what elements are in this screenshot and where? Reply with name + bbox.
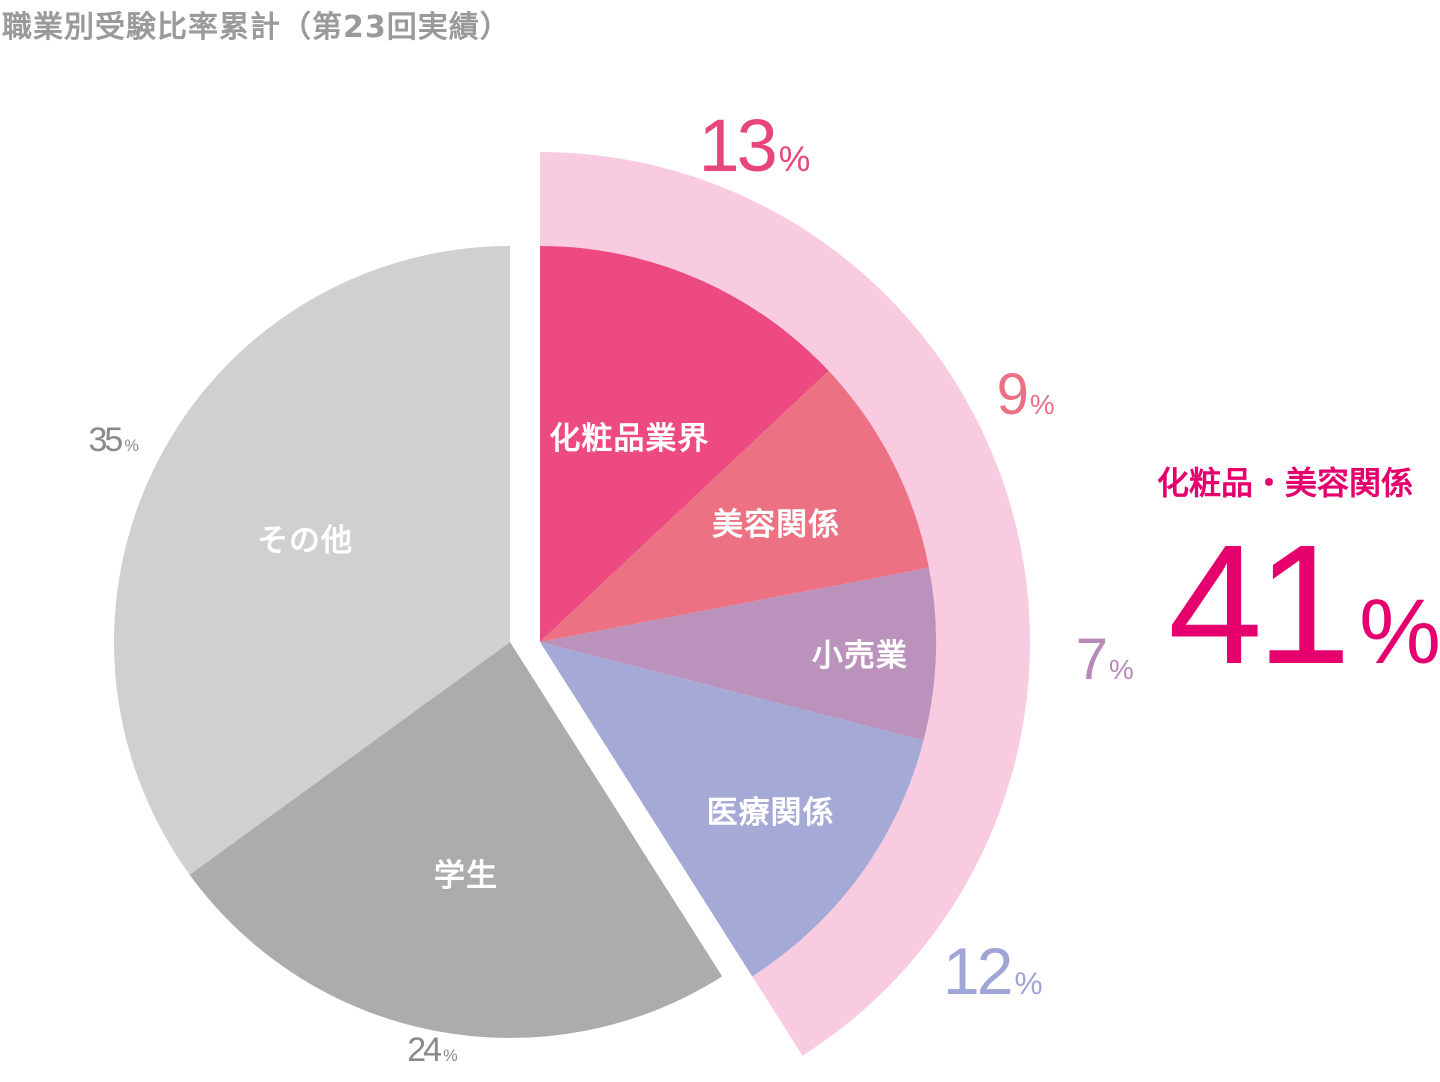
highlight-band bbox=[540, 152, 1031, 1056]
highlight-group-number: 41 bbox=[1168, 510, 1351, 700]
pie-slice-5 bbox=[189, 642, 723, 1038]
slice-category-label-5: 学生 bbox=[433, 858, 498, 895]
slice-value-unit: % bbox=[443, 1046, 458, 1065]
slice-value-unit: % bbox=[1029, 388, 1055, 420]
slice-value-label-1: 13% bbox=[698, 109, 810, 183]
slice-value-unit: % bbox=[1108, 653, 1134, 685]
pie-slice-6 bbox=[114, 246, 510, 875]
slice-value-label-5: 24% bbox=[407, 1033, 457, 1067]
slice-category-label-2: 美容関係 bbox=[712, 507, 841, 544]
chart-title: 職業別受験比率累計（第23回実績） bbox=[2, 10, 511, 45]
highlight-group-unit: % bbox=[1359, 581, 1440, 683]
slice-value-label-6: 35% bbox=[89, 423, 139, 457]
pie-slice-4 bbox=[540, 642, 924, 977]
slice-value-number: 7 bbox=[1075, 626, 1108, 692]
slice-category-label-1: 化粧品業界 bbox=[549, 421, 710, 457]
highlight-group-value: 41% bbox=[1168, 520, 1440, 690]
slice-value-label-3: 7% bbox=[1076, 630, 1134, 689]
slice-category-label-4: 医療関係 bbox=[706, 795, 835, 832]
pie-slice-2 bbox=[540, 370, 929, 642]
slice-category-label-6: その他 bbox=[257, 523, 354, 560]
slice-value-label-2: 9% bbox=[997, 365, 1055, 424]
slice-value-label-4: 12% bbox=[943, 938, 1043, 1004]
slice-value-number: 35 bbox=[88, 420, 124, 459]
slice-value-unit: % bbox=[124, 436, 139, 455]
slice-value-number: 13 bbox=[698, 104, 777, 188]
slice-category-label-3: 小売業 bbox=[811, 637, 908, 674]
pie-slice-1 bbox=[540, 246, 829, 642]
slice-value-number: 9 bbox=[996, 361, 1029, 427]
slice-value-unit: % bbox=[778, 139, 811, 180]
slice-value-unit: % bbox=[1014, 965, 1043, 1002]
slice-value-number: 12 bbox=[943, 934, 1013, 1009]
highlight-group-label: 化粧品・美容関係 bbox=[1157, 464, 1414, 502]
pie-slice-3 bbox=[540, 567, 937, 741]
slice-value-number: 24 bbox=[407, 1030, 442, 1069]
